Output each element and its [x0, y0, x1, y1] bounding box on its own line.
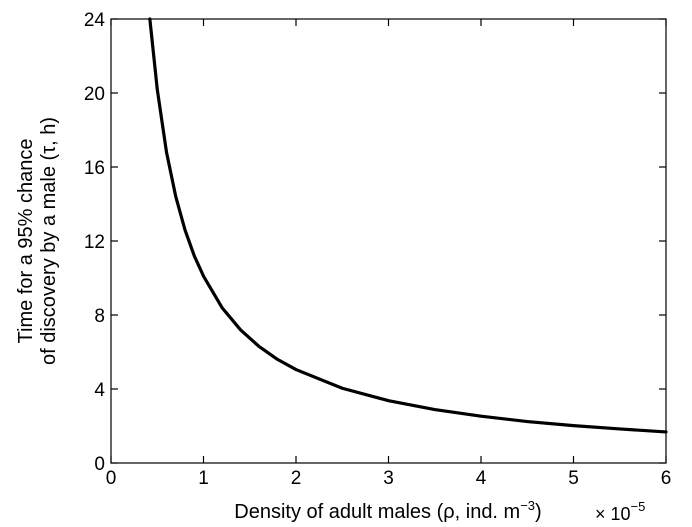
- x-multiplier-exponent: −5: [631, 499, 646, 514]
- y-axis-label-line2: of discovery by a male (τ, h): [38, 117, 60, 365]
- plot-area: [110, 18, 667, 464]
- x-tick-label: 4: [476, 468, 487, 489]
- y-tick-label: 4: [94, 380, 105, 401]
- x-multiplier: × 10−5: [595, 499, 645, 524]
- y-tick-label: 24: [84, 10, 106, 31]
- y-tick-label: 16: [84, 158, 105, 179]
- x-axis-label-superscript: −3: [520, 498, 535, 513]
- x-axis-label: Density of adult males (ρ, ind. m−3): [234, 498, 541, 523]
- y-tick-label: 8: [94, 306, 105, 327]
- x-axis-label-suffix: ): [535, 501, 542, 523]
- x-tick-label: 2: [291, 468, 302, 489]
- y-tick-label: 12: [84, 232, 105, 253]
- x-ticks: 0 1 2 3 4 5 6: [106, 19, 672, 489]
- x-tick-label: 6: [661, 468, 672, 489]
- y-tick-label: 20: [84, 84, 105, 105]
- y-ticks: 0 4 8 12 16 20 24: [84, 10, 666, 475]
- x-tick-label: 5: [568, 468, 579, 489]
- series-line: [148, 17, 668, 434]
- x-tick-label: 0: [106, 468, 117, 489]
- x-tick-label: 3: [383, 468, 394, 489]
- y-axis-label-line1: Time for a 95% chance: [15, 139, 37, 344]
- y-tick-label: 0: [94, 454, 105, 475]
- y-axis-label-group: Time for a 95% chance of discovery by a …: [15, 117, 60, 365]
- x-tick-label: 1: [198, 468, 209, 489]
